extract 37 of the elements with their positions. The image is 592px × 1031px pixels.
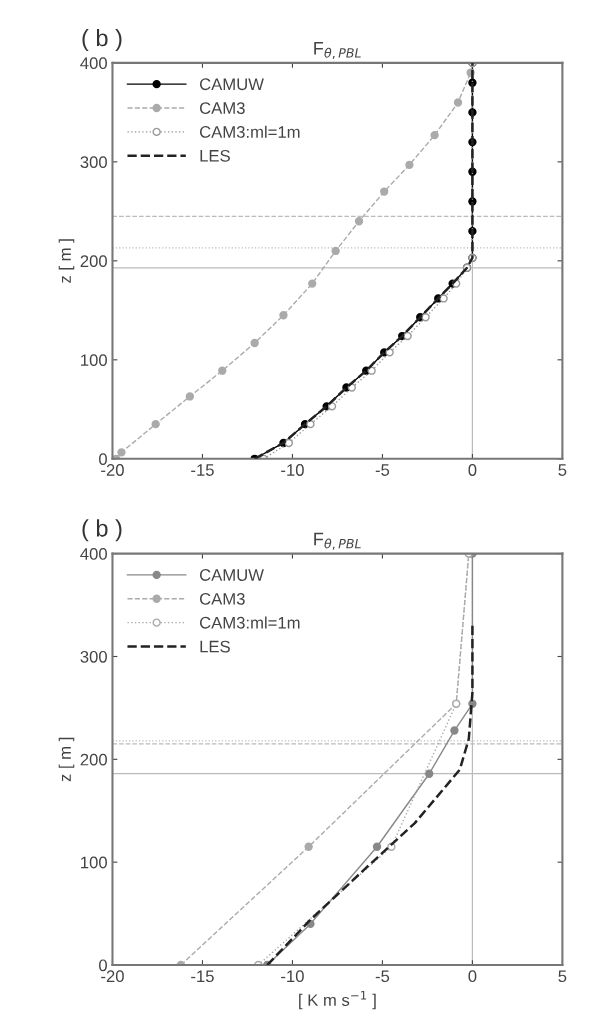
x-tick-label: -5 [375, 464, 390, 476]
x-tick-label: -10 [281, 970, 304, 983]
legend-label: CAM3 [199, 592, 245, 605]
x-tick-label: -20 [101, 464, 124, 476]
x-tick-label: -10 [281, 464, 304, 476]
y-axis-title: z [ m ] [58, 239, 75, 283]
y-tick-label: 400 [80, 57, 107, 70]
x-tick-label: -20 [101, 970, 124, 983]
chart-title: F$_{θ,PBL}$ [314, 42, 361, 59]
y-tick-label: 100 [81, 354, 107, 367]
y-tick-label: 200 [80, 753, 107, 766]
y-tick-label: 0 [99, 959, 107, 972]
x-tick-label: 0 [468, 970, 477, 983]
legend-label: CAM3:ml=1m [199, 125, 300, 138]
x-tick-label: 5 [558, 464, 567, 476]
x-tick-label: -15 [191, 970, 214, 983]
x-tick-label: 0 [468, 464, 477, 476]
legend-label: CAM3 [199, 102, 245, 114]
y-tick-label: 200 [80, 255, 107, 268]
x-tick-label: -15 [191, 464, 214, 476]
legend-label: LES [200, 640, 230, 653]
legend-label: CAMUW [199, 569, 264, 581]
chart-title: F$_{θ,PBL}$ [314, 532, 361, 550]
y-tick-label: 400 [80, 548, 107, 560]
text: ( b ) [82, 519, 122, 542]
legend-label: CAMUW [199, 78, 264, 91]
x-axis-title: [ K m s$^{−1}$ ] [299, 990, 376, 1010]
legend-label: CAM3:ml=1m [199, 616, 300, 629]
y-tick-label: 100 [81, 856, 107, 869]
y-axis-title: z [ m ] [58, 737, 75, 782]
y-tick-label: 300 [80, 156, 107, 169]
legend-label: LES [200, 149, 230, 162]
y-tick-label: 300 [80, 650, 107, 663]
x-tick-label: 5 [558, 970, 567, 983]
text: ( b ) [82, 29, 122, 51]
y-tick-label: 0 [99, 453, 107, 465]
x-tick-label: -5 [375, 970, 390, 983]
